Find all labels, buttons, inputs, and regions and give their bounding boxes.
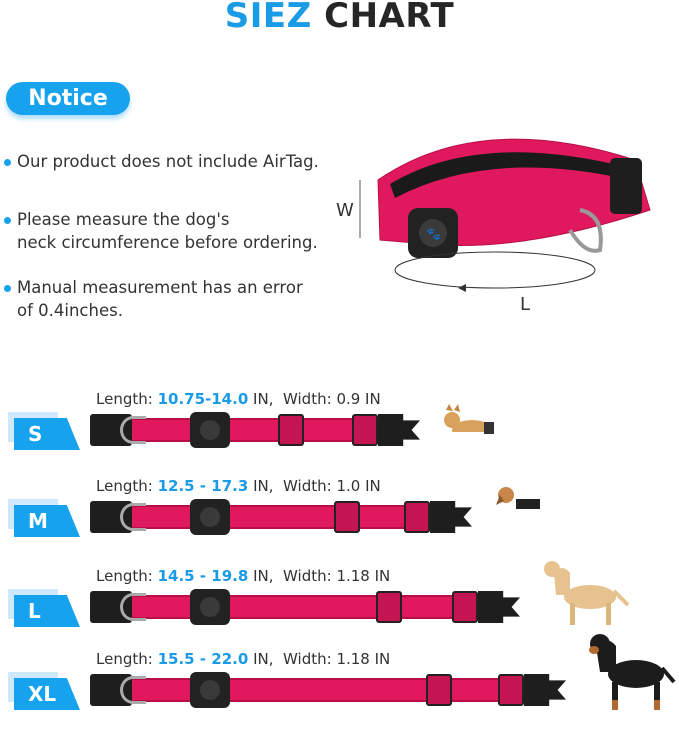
length-value: 10.75-14.0 <box>157 390 249 408</box>
size-row-xl: Length: 15.5 - 22.0 IN, Width: 1.18 IN X… <box>0 634 679 730</box>
collar-measurement-diagram: W 🐾 L <box>336 138 651 315</box>
bullet-item: Our product does not include AirTag. <box>4 150 319 173</box>
length-unit: IN, <box>253 567 274 585</box>
collar-image <box>90 412 420 448</box>
collar-image <box>90 589 520 625</box>
size-dimensions: Length: 15.5 - 22.0 IN, Width: 1.18 IN <box>96 650 390 668</box>
width-value: 1.18 IN <box>336 650 391 668</box>
width-label: W <box>336 200 354 221</box>
size-label: M <box>14 505 80 537</box>
length-label: Length: <box>96 390 153 408</box>
size-label: S <box>14 418 80 450</box>
width-label: Width: <box>283 390 332 408</box>
notice-badge: Notice <box>6 82 130 115</box>
bullet-item: Manual measurement has an error of 0.4in… <box>4 276 303 322</box>
size-badge: M <box>8 499 80 537</box>
size-dimensions: Length: 10.75-14.0 IN, Width: 0.9 IN <box>96 390 381 408</box>
d-ring-icon <box>568 208 603 253</box>
length-unit: IN, <box>253 477 274 495</box>
bullet-text: Our product does not include AirTag. <box>17 152 319 171</box>
page-title: SIEZ CHART <box>0 0 679 36</box>
size-badge: S <box>8 412 80 450</box>
size-label: L <box>14 595 80 627</box>
title-part1: SIEZ <box>224 0 312 36</box>
labrador-dog-icon <box>544 561 630 625</box>
bullet-text: Manual measurement has an error of 0.4in… <box>17 278 303 320</box>
corgi-dog-icon <box>444 404 494 446</box>
length-label: L <box>520 294 530 315</box>
collar-image <box>90 499 472 535</box>
buckle-icon <box>610 158 642 214</box>
size-row-s: Length: 10.75-14.0 IN, Width: 0.9 IN S <box>0 390 679 470</box>
length-value: 15.5 - 22.0 <box>157 650 249 668</box>
length-label: Length: <box>96 477 153 495</box>
length-label: Length: <box>96 650 153 668</box>
width-label: Width: <box>283 477 332 495</box>
bullet-dot-icon <box>4 217 11 224</box>
bullet-dot-icon <box>4 159 11 166</box>
size-row-m: Length: 12.5 - 17.3 IN, Width: 1.0 IN M <box>0 477 679 557</box>
width-value: 1.0 IN <box>336 477 381 495</box>
length-value: 12.5 - 17.3 <box>157 477 249 495</box>
rottweiler-dog-icon <box>589 634 676 710</box>
collar-image <box>90 672 566 708</box>
width-value: 0.9 IN <box>336 390 381 408</box>
length-label: Length: <box>96 567 153 585</box>
size-row-l: Length: 14.5 - 19.8 IN, Width: 1.18 IN L <box>0 561 679 647</box>
length-value: 14.5 - 19.8 <box>157 567 249 585</box>
size-badge: XL <box>8 672 80 710</box>
bullet-text: Please measure the dog's neck circumfere… <box>17 210 318 252</box>
size-dimensions: Length: 14.5 - 19.8 IN, Width: 1.18 IN <box>96 567 390 585</box>
title-part2: CHART <box>324 0 455 36</box>
width-label: Width: <box>283 567 332 585</box>
bullet-dot-icon <box>4 285 11 292</box>
length-unit: IN, <box>253 390 274 408</box>
beagle-dog-icon <box>496 487 556 529</box>
width-value: 1.18 IN <box>336 567 391 585</box>
size-badge: L <box>8 589 80 627</box>
size-dimensions: Length: 12.5 - 17.3 IN, Width: 1.0 IN <box>96 477 381 495</box>
size-label: XL <box>14 678 80 710</box>
svg-text:🐾: 🐾 <box>426 227 441 241</box>
width-label: Width: <box>283 650 332 668</box>
bullet-item: Please measure the dog's neck circumfere… <box>4 208 318 254</box>
length-unit: IN, <box>253 650 274 668</box>
